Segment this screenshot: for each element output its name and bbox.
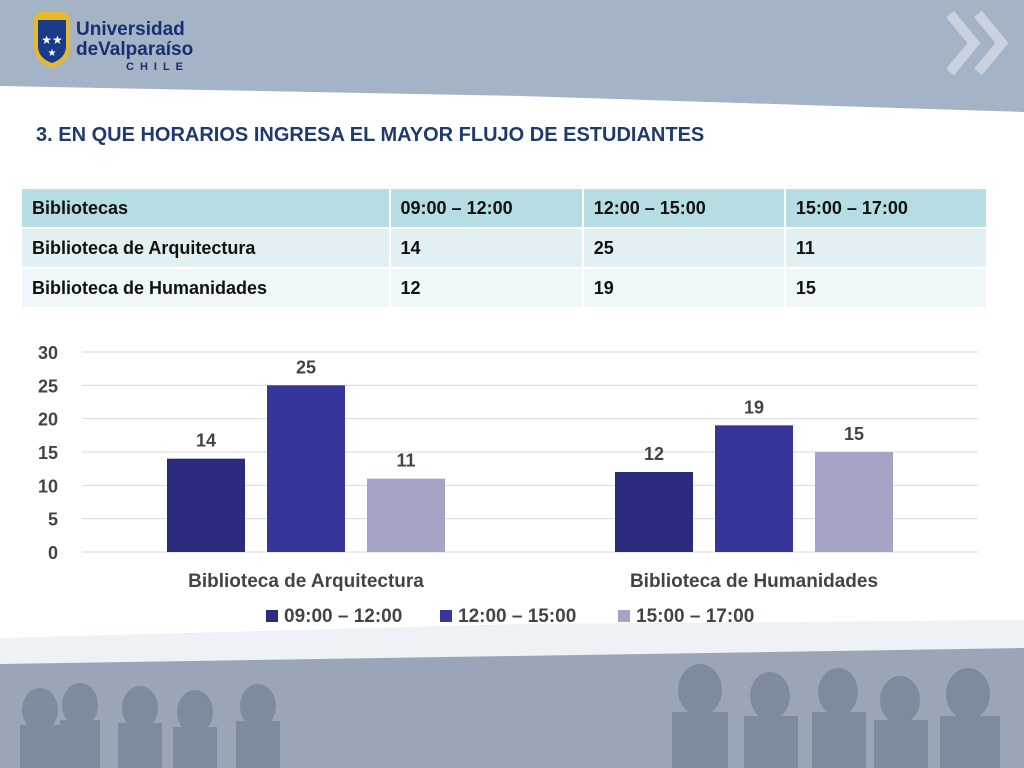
data-label: 12 (644, 444, 664, 464)
table-cell: 25 (583, 229, 784, 267)
x-category-label: Biblioteca de Arquitectura (188, 571, 424, 592)
shield-icon: ★★ ★ (34, 12, 70, 68)
table-cell: 15 (785, 269, 986, 307)
table-cell: 11 (785, 229, 986, 267)
table-cell: Biblioteca de Arquitectura (22, 229, 389, 267)
svg-text:★★: ★★ (41, 33, 63, 47)
y-tick-label: 5 (48, 510, 58, 530)
bar (267, 385, 345, 552)
bar (815, 452, 893, 552)
legend-label: 12:00 – 15:00 (458, 606, 576, 627)
data-table: Bibliotecas 09:00 – 12:00 12:00 – 15:00 … (20, 187, 988, 309)
footer-photo-band (0, 620, 1024, 768)
header-band (0, 0, 1024, 112)
y-tick-label: 10 (38, 476, 58, 496)
slide-title: 3. EN QUE HORARIOS INGRESA EL MAYOR FLUJ… (36, 124, 705, 146)
logo-line3: CHILE (126, 61, 189, 73)
legend-label: 15:00 – 17:00 (636, 606, 754, 627)
bar (367, 478, 445, 552)
y-tick-label: 30 (38, 343, 58, 363)
legend-swatch (266, 610, 278, 622)
data-label: 25 (296, 357, 316, 377)
table-header-cell: 12:00 – 15:00 (583, 189, 784, 227)
legend-swatch (618, 610, 630, 622)
table-cell: Biblioteca de Humanidades (22, 269, 389, 307)
data-label: 19 (744, 397, 764, 417)
legend-label: 09:00 – 12:00 (284, 606, 402, 627)
table-row: Biblioteca de Humanidades 12 19 15 (22, 269, 986, 307)
data-label: 14 (196, 431, 216, 451)
data-label: 11 (396, 451, 415, 471)
double-chevron-icon (946, 10, 1009, 76)
table-cell: 12 (390, 269, 582, 307)
x-category-label: Biblioteca de Humanidades (630, 571, 878, 592)
logo-line2: deValparaíso (76, 39, 194, 60)
bar (715, 425, 793, 552)
table-header-cell: 15:00 – 17:00 (785, 189, 986, 227)
table-row: Biblioteca de Arquitectura 14 25 11 (22, 229, 986, 267)
y-tick-label: 20 (38, 410, 58, 430)
logo-line1: Universidad (76, 19, 185, 40)
y-tick-label: 0 (48, 543, 58, 563)
bar (615, 472, 693, 552)
table-header-cell: Bibliotecas (22, 189, 389, 227)
legend-swatch (440, 610, 452, 622)
bar-chart: 0 5 10 15 20 25 30 14 25 11 Biblioteca de Arquitec… (38, 343, 978, 627)
data-label: 15 (844, 424, 864, 444)
y-tick-label: 25 (38, 376, 58, 396)
table-cell: 14 (390, 229, 582, 267)
bar (167, 458, 245, 552)
table-header-cell: 09:00 – 12:00 (390, 189, 582, 227)
table-cell: 19 (583, 269, 784, 307)
table-header-row: Bibliotecas 09:00 – 12:00 12:00 – 15:00 … (22, 189, 986, 227)
university-logo: ★★ ★ Universidad deValparaíso CHILE (32, 10, 193, 76)
people-silhouettes (20, 664, 1000, 768)
svg-text:★: ★ (48, 48, 57, 59)
y-tick-label: 15 (38, 443, 58, 463)
